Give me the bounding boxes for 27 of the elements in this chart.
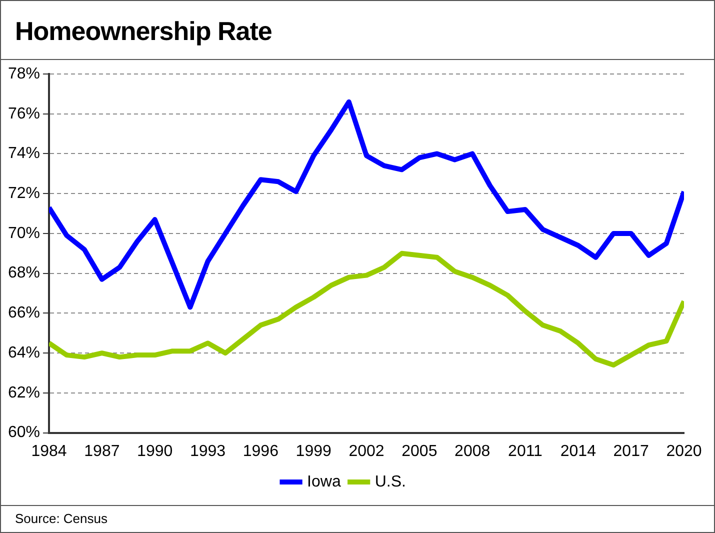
x-tick-label: 2002 (348, 442, 384, 460)
x-tick-label: 1996 (242, 442, 279, 460)
source-note: Source: Census (1, 505, 714, 532)
x-tick-label: 2011 (508, 442, 543, 460)
x-tick-label: 2017 (613, 442, 649, 460)
y-tick-label: 66% (8, 304, 40, 322)
y-tick-label: 68% (8, 264, 40, 282)
y-tick-label: 72% (8, 185, 40, 202)
x-tick-label: 2008 (454, 442, 490, 460)
x-tick-label: 1999 (296, 442, 332, 460)
y-tick-label: 78% (8, 65, 40, 82)
y-tick-label: 64% (8, 344, 40, 362)
x-tick-label: 2020 (666, 442, 702, 460)
chart-title: Homeownership Rate (1, 1, 714, 60)
x-tick-label: 1984 (31, 442, 67, 460)
y-tick-label: 62% (8, 384, 40, 402)
y-tick-label: 70% (8, 224, 40, 242)
x-tick-label: 2005 (402, 442, 438, 460)
x-tick-label: 1990 (137, 442, 173, 460)
x-tick-label: 2014 (560, 442, 596, 460)
legend-label: Iowa (307, 473, 341, 490)
x-tick-label: 1993 (190, 442, 226, 460)
y-tick-label: 74% (8, 145, 40, 162)
y-tick-label: 76% (8, 105, 40, 122)
y-tick-label: 60% (8, 424, 40, 442)
x-tick-label: 1987 (84, 442, 120, 460)
legend-label: U.S. (374, 473, 406, 490)
